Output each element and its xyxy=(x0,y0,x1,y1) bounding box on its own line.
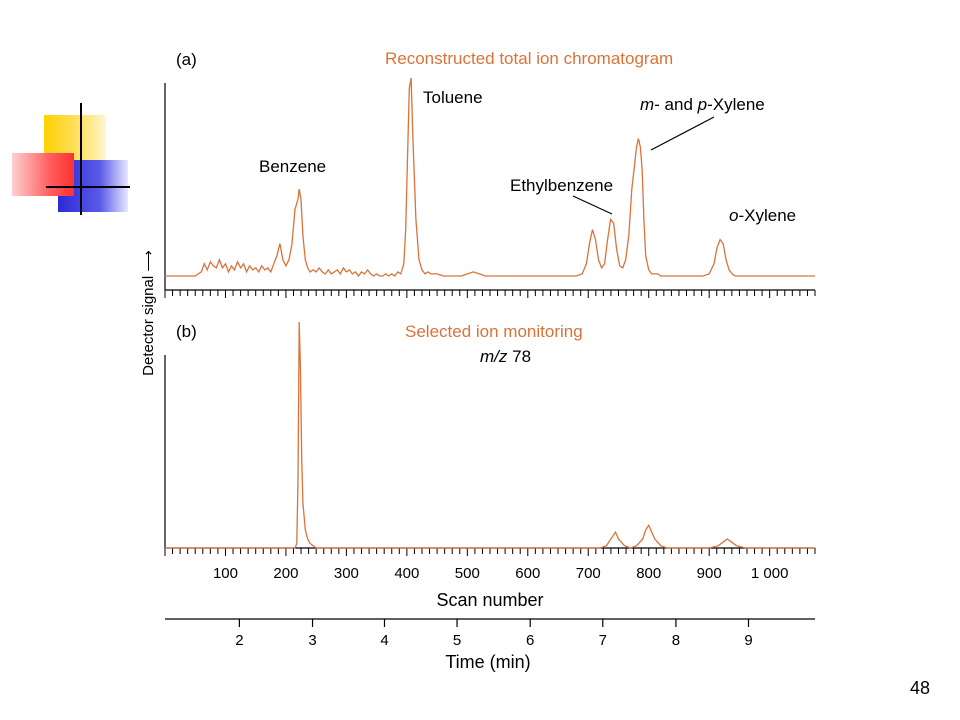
scan-tick-label: 900 xyxy=(697,565,722,582)
scan-tick-label: 200 xyxy=(273,565,298,582)
time-tick-label: 8 xyxy=(672,632,680,649)
scan-tick-label: 100 xyxy=(213,565,238,582)
red-square xyxy=(12,153,74,196)
mz-label: m/z xyxy=(480,347,508,366)
x-axis-label-scan: Scan number xyxy=(436,590,543,610)
panel-a-label: (a) xyxy=(176,50,197,69)
time-axis-ticks: 2 3 4 5 6 7 8 9 xyxy=(235,619,753,649)
ethylbenzene-leader-line xyxy=(572,195,613,215)
scan-tick-label: 1 000 xyxy=(751,565,789,582)
scan-tick-label: 500 xyxy=(455,565,480,582)
annotation-ethylbenzene: Ethylbenzene xyxy=(510,176,613,195)
annotation-o-xylene: o-Xylene xyxy=(729,206,796,225)
time-tick-label: 6 xyxy=(526,632,534,649)
annotation-mp-xylene: m- and p-Xylene xyxy=(640,95,765,114)
panel-a-title: Reconstructed total ion chromatogram xyxy=(385,49,673,68)
scan-tick-label: 400 xyxy=(394,565,419,582)
annotation-benzene: Benzene xyxy=(259,157,326,176)
y-axis-label: Detector signal ⟶ xyxy=(140,250,157,376)
scan-tick-label: 600 xyxy=(515,565,540,582)
panel-b-label: (b) xyxy=(176,322,197,341)
time-tick-label: 9 xyxy=(744,632,752,649)
time-tick-label: 4 xyxy=(380,632,388,649)
panel-a-minor-ticks xyxy=(164,290,816,298)
horizontal-line xyxy=(46,186,130,188)
page-number: 48 xyxy=(909,678,930,698)
panel-b-minor-ticks xyxy=(164,548,816,556)
o-xylene-suffix: -Xylene xyxy=(738,206,796,225)
time-tick-label: 7 xyxy=(599,632,607,649)
scan-tick-labels: 100 200 300 400 500 600 700 800 900 1 000 xyxy=(213,565,788,582)
mp-xylene-and: - and xyxy=(654,95,697,114)
mp-xylene-leader-line xyxy=(650,116,715,151)
mp-xylene-m: m xyxy=(640,95,654,114)
panel-b-subtitle: m/z 78 xyxy=(480,347,531,366)
scan-tick-label: 300 xyxy=(334,565,359,582)
scan-tick-label: 700 xyxy=(576,565,601,582)
mp-xylene-p: p xyxy=(697,95,707,114)
panel-b-label-text: (b) xyxy=(176,322,197,341)
panel-a-trace xyxy=(165,77,815,278)
mz-value: 78 xyxy=(507,347,531,366)
o-xylene-o: o xyxy=(729,206,738,225)
time-tick-label: 5 xyxy=(453,632,461,649)
scan-tick-label: 800 xyxy=(636,565,661,582)
annotation-toluene: Toluene xyxy=(423,88,483,107)
vertical-line xyxy=(80,103,82,215)
x-axis-label-time: Time (min) xyxy=(445,652,530,672)
y-axis-label-text: Detector signal xyxy=(140,276,157,376)
time-tick-label: 2 xyxy=(235,632,243,649)
panel-a-label-text: (a) xyxy=(176,50,197,69)
panel-b-title: Selected ion monitoring xyxy=(405,322,583,341)
mp-xylene-suffix: -Xylene xyxy=(707,95,765,114)
time-tick-label: 3 xyxy=(308,632,316,649)
panel-b-trace xyxy=(165,321,815,549)
